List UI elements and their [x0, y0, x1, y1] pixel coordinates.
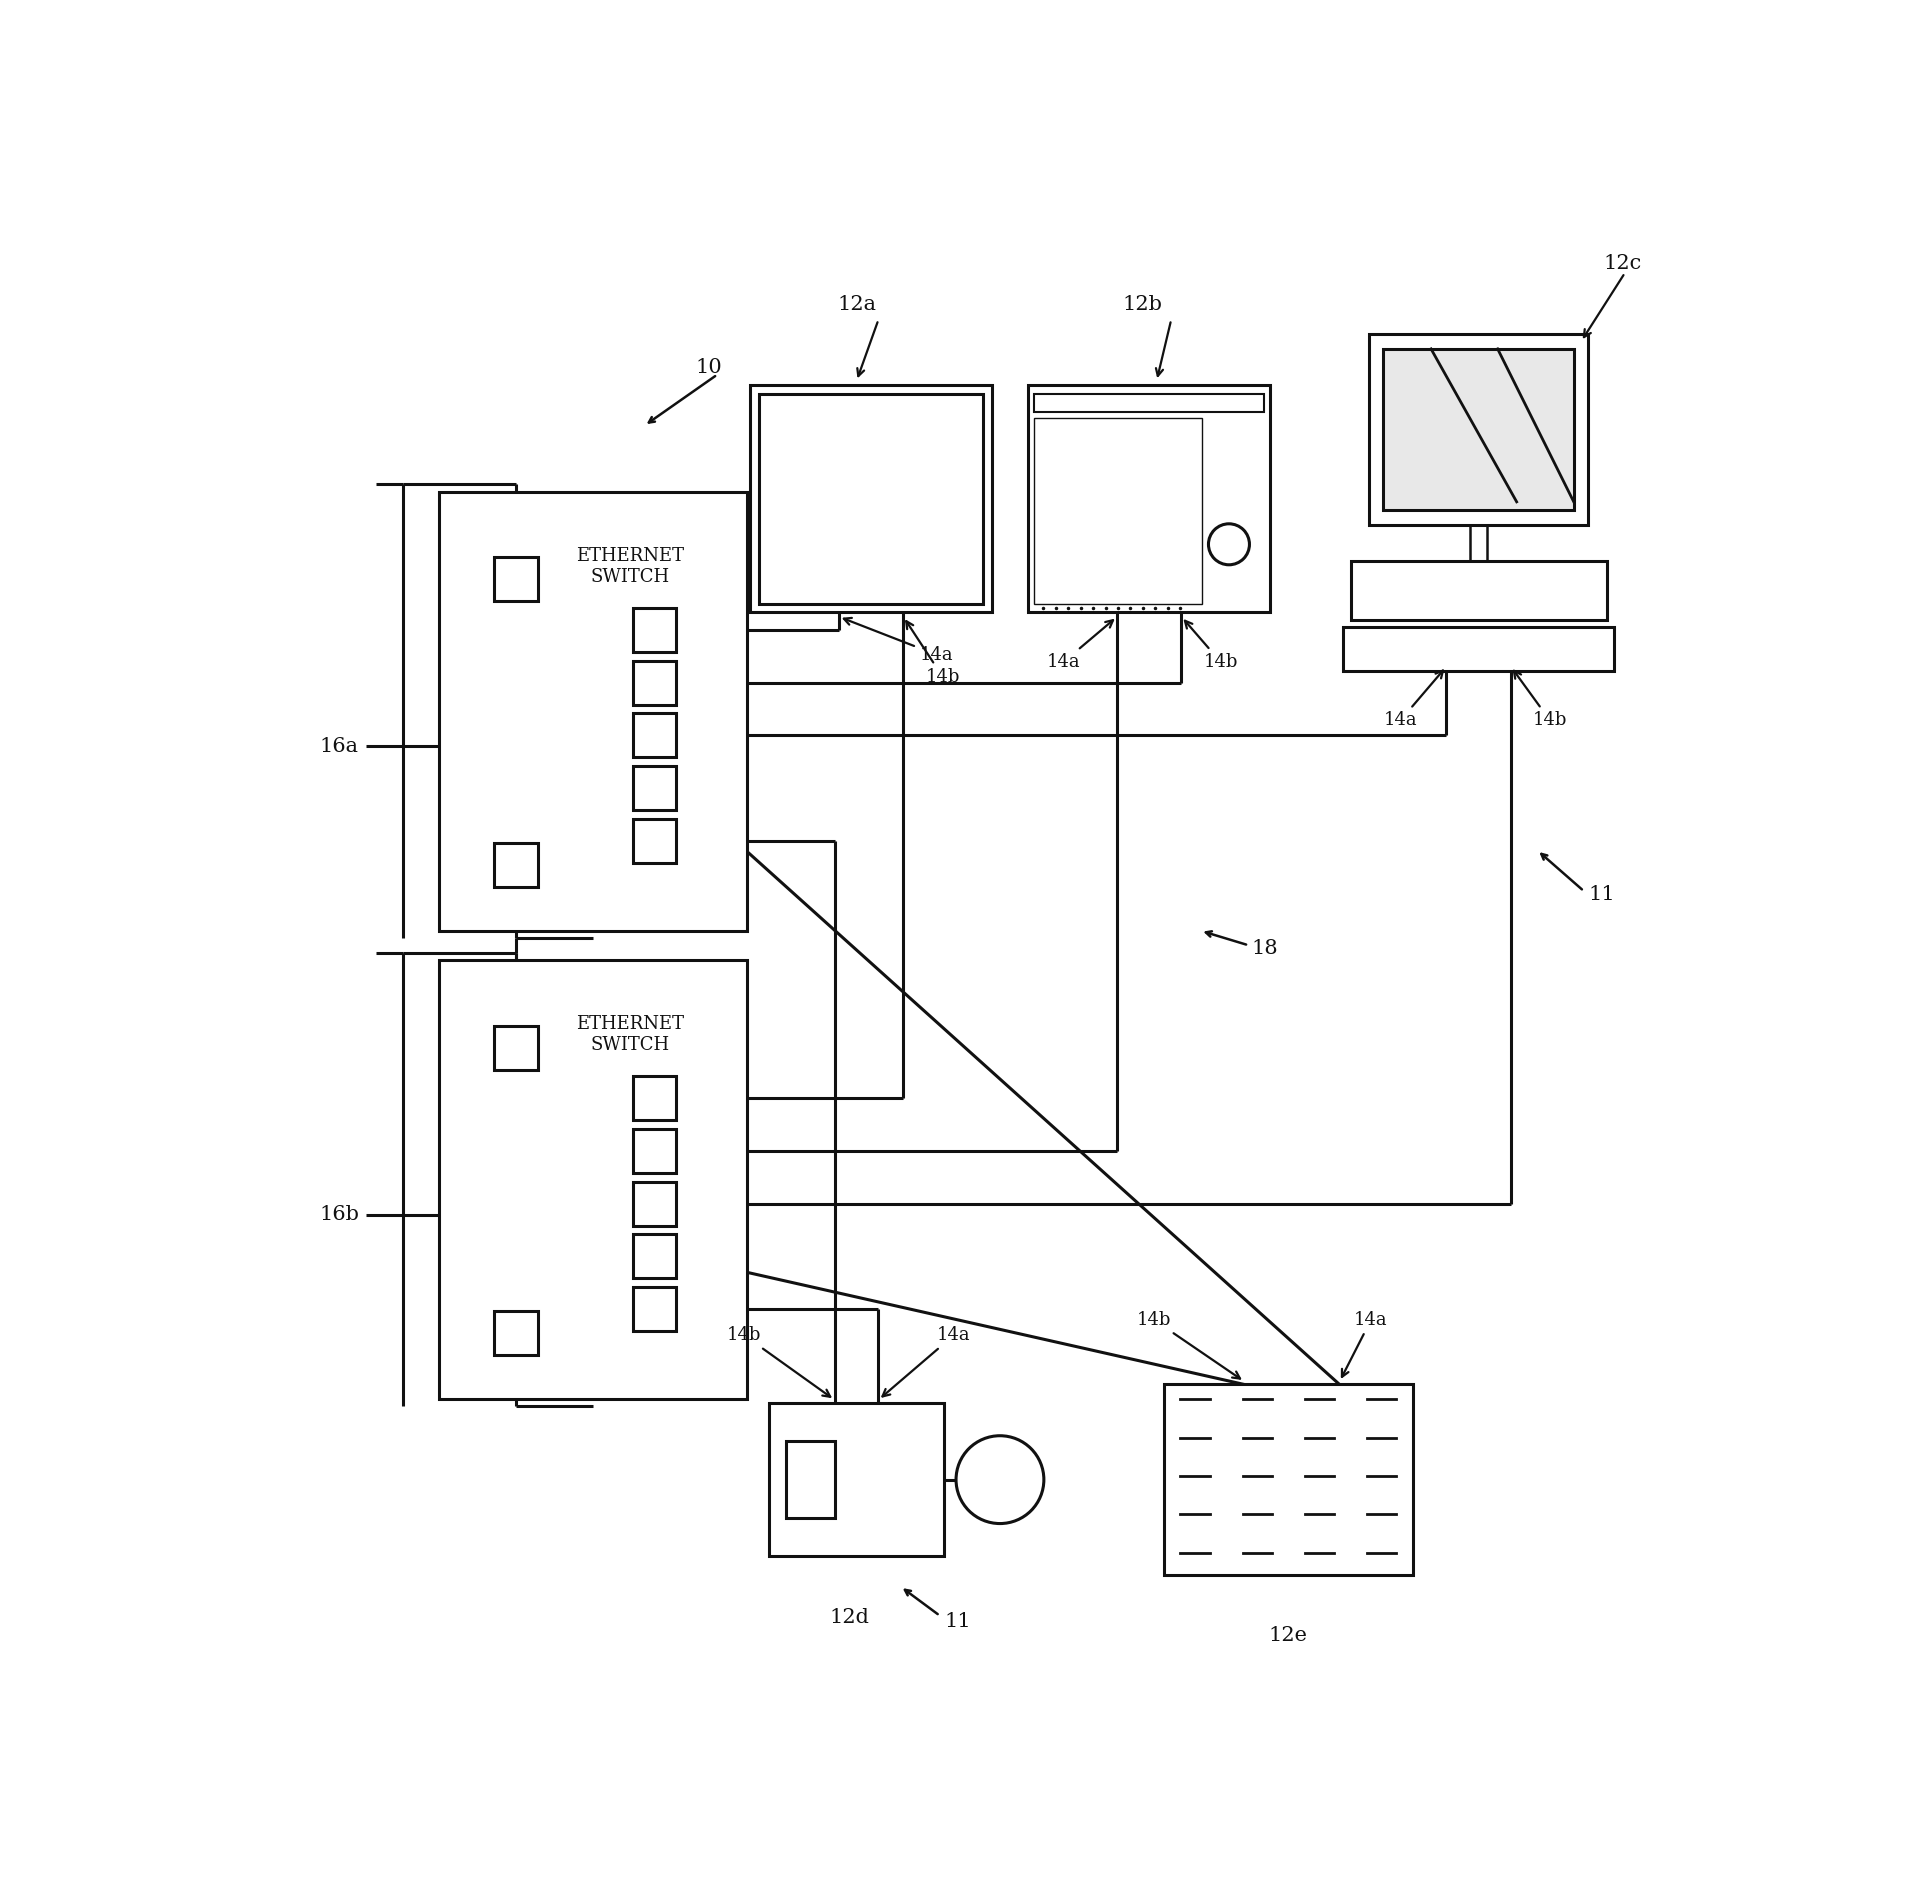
Text: 14a: 14a [1384, 671, 1443, 730]
Bar [632, 1129, 676, 1173]
Bar [494, 1027, 538, 1070]
Text: ETHERNET
SWITCH: ETHERNET SWITCH [576, 1015, 683, 1053]
Bar [632, 1287, 676, 1331]
Bar [494, 842, 538, 886]
Bar [1028, 386, 1271, 612]
Text: 16a: 16a [320, 738, 358, 757]
Bar [632, 1234, 676, 1277]
Bar [632, 713, 676, 757]
Text: ETHERNET
SWITCH: ETHERNET SWITCH [576, 547, 683, 586]
Text: 14b: 14b [1137, 1312, 1240, 1378]
Bar [494, 1312, 538, 1355]
Bar [787, 1441, 835, 1519]
Bar [1351, 561, 1606, 620]
Bar [760, 394, 984, 605]
Bar [1043, 428, 1192, 595]
Bar [494, 557, 538, 601]
Text: 10: 10 [695, 357, 722, 376]
Text: 11: 11 [944, 1612, 970, 1631]
Text: 18: 18 [1252, 939, 1279, 958]
Text: 12e: 12e [1269, 1625, 1307, 1644]
Bar [632, 766, 676, 810]
Text: 16b: 16b [320, 1205, 358, 1224]
Text: 12c: 12c [1604, 255, 1642, 274]
Bar [1034, 394, 1263, 413]
Bar [440, 960, 746, 1399]
Bar [632, 819, 676, 863]
Bar [632, 662, 676, 705]
Text: 14a: 14a [844, 618, 953, 663]
Bar [440, 492, 746, 931]
Text: 12b: 12b [1122, 295, 1162, 314]
Bar [750, 386, 991, 612]
Text: 14b: 14b [1185, 622, 1238, 671]
Text: 11: 11 [1589, 884, 1615, 903]
Text: 14a: 14a [882, 1327, 970, 1397]
Bar [632, 608, 676, 652]
Bar [769, 1403, 944, 1557]
Text: 14b: 14b [1514, 671, 1568, 730]
Text: 12d: 12d [829, 1608, 869, 1627]
Bar [632, 1182, 676, 1226]
Text: 14a: 14a [1342, 1312, 1388, 1376]
Bar [1384, 350, 1573, 509]
Bar [1344, 627, 1614, 671]
Text: 14b: 14b [905, 622, 959, 686]
Text: 14b: 14b [727, 1327, 831, 1397]
Bar [632, 1076, 676, 1120]
Bar [1034, 418, 1202, 605]
Bar [1369, 335, 1589, 525]
Text: 12a: 12a [836, 295, 877, 314]
Text: 14a: 14a [1047, 620, 1114, 671]
Bar [1164, 1384, 1413, 1574]
